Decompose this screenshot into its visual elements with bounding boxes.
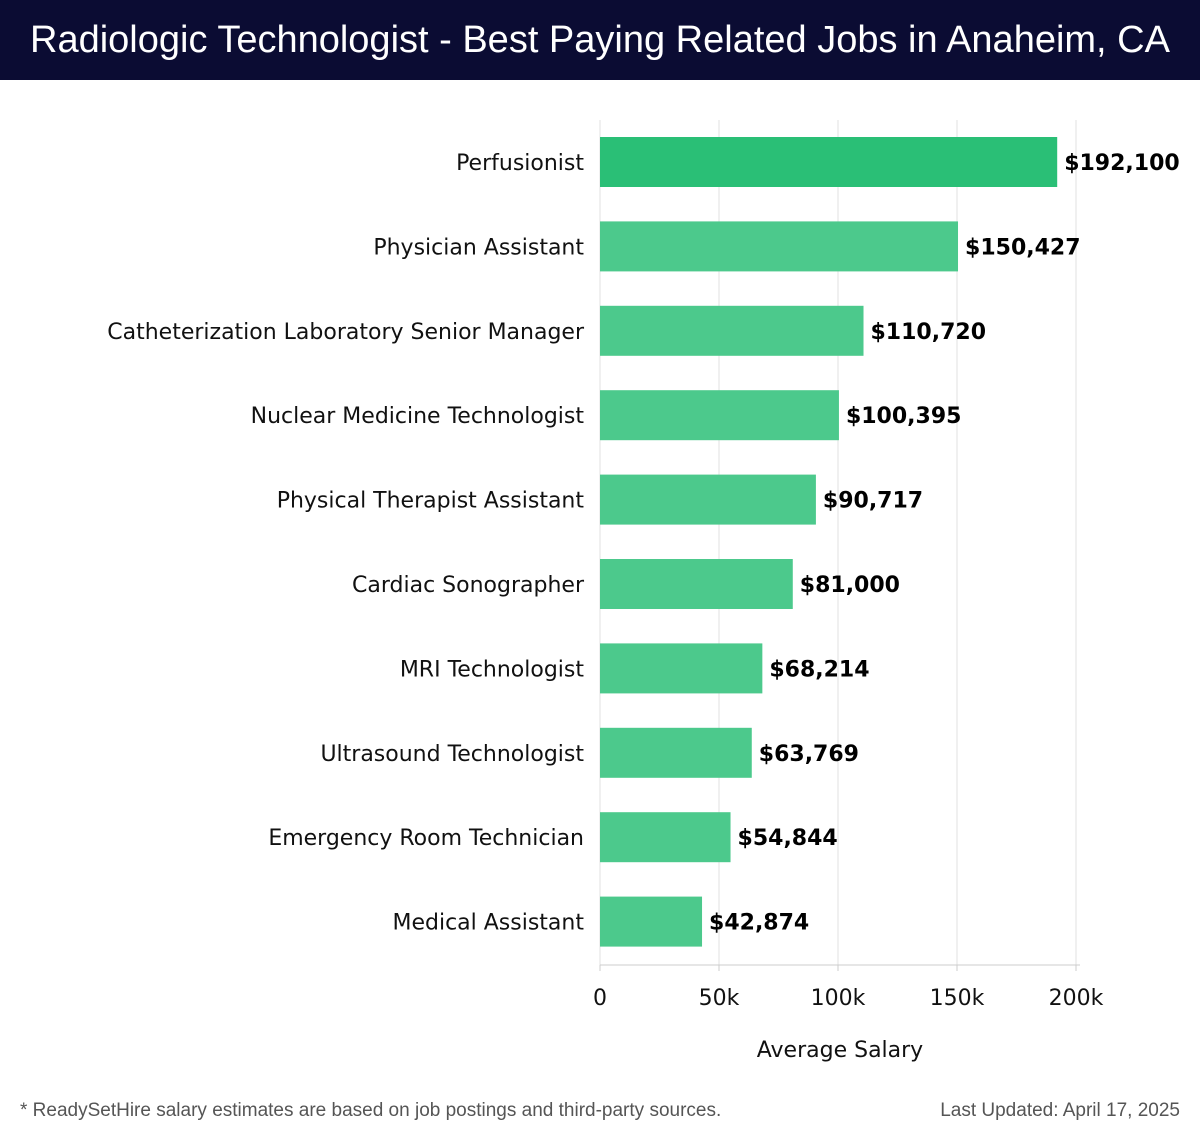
bar-chart: 0 50k 100k 150k 200k Average Salary Perfusioni… <box>107 120 1180 1063</box>
value-label: $54,844 <box>738 826 838 851</box>
x-tick-label: 0 <box>593 986 607 1011</box>
category-label: Physician Assistant <box>373 235 584 260</box>
category-label: Emergency Room Technician <box>268 826 584 851</box>
value-label: $68,214 <box>769 657 869 682</box>
value-label: $63,769 <box>759 742 859 767</box>
chart-header: Radiologic Technologist - Best Paying Re… <box>0 0 1200 80</box>
x-tick-label: 200k <box>1049 986 1104 1011</box>
footer-note: * ReadySetHire salary estimates are base… <box>20 1100 722 1121</box>
value-label: $42,874 <box>709 911 809 936</box>
value-label: $81,000 <box>800 573 900 598</box>
category-label: Catheterization Laboratory Senior Manage… <box>107 320 585 345</box>
category-label: Ultrasound Technologist <box>320 742 584 767</box>
x-tick-label: 150k <box>930 986 985 1011</box>
category-label: Physical Therapist Assistant <box>277 489 585 514</box>
bar <box>600 812 731 863</box>
bar <box>600 559 793 609</box>
bar <box>600 305 864 356</box>
bar <box>600 474 816 525</box>
value-label: $192,100 <box>1064 151 1180 176</box>
value-label: $110,720 <box>871 320 987 345</box>
value-label: $150,427 <box>965 235 1081 260</box>
bar <box>600 221 959 272</box>
category-label: MRI Technologist <box>400 657 585 682</box>
bar <box>600 390 839 441</box>
category-label: Medical Assistant <box>392 911 584 936</box>
category-label: Perfusionist <box>456 151 584 176</box>
bar <box>600 727 752 778</box>
x-tick-label: 50k <box>699 986 740 1011</box>
category-label: Cardiac Sonographer <box>352 573 585 598</box>
bar <box>600 896 703 947</box>
category-label: Nuclear Medicine Technologist <box>251 404 585 429</box>
value-label: $90,717 <box>823 489 923 514</box>
value-label: $100,395 <box>846 404 962 429</box>
bar <box>600 643 763 694</box>
bar <box>600 137 1058 187</box>
x-tick-label: 100k <box>811 986 866 1011</box>
x-axis-title: Average Salary <box>757 1038 923 1063</box>
chart-title: Radiologic Technologist - Best Paying Re… <box>30 18 1170 61</box>
last-updated: Last Updated: April 17, 2025 <box>940 1100 1180 1121</box>
